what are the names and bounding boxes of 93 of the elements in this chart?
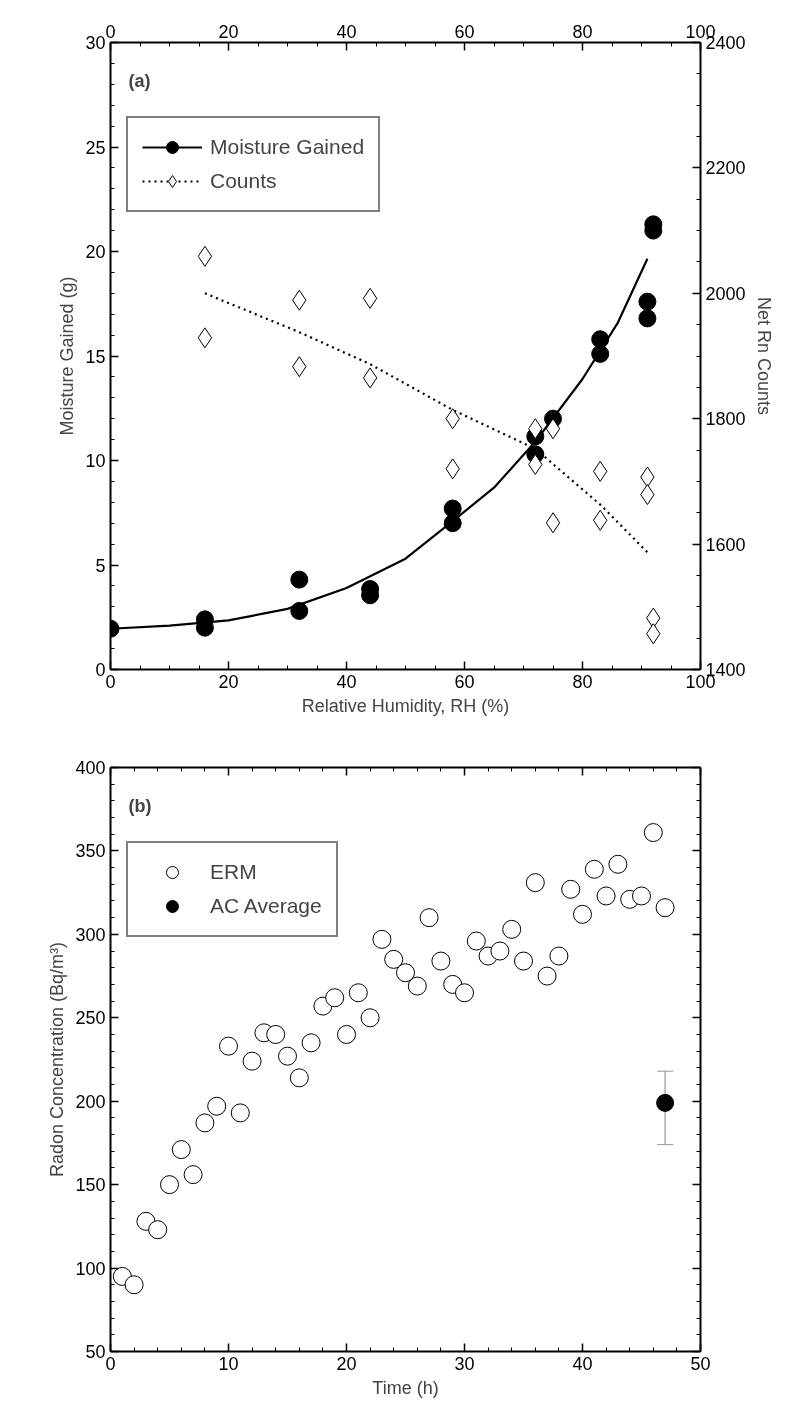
point (573, 904, 592, 924)
point (525, 873, 545, 893)
y2-tick-label: 2200 (705, 158, 746, 179)
point (197, 245, 213, 267)
point (514, 951, 533, 971)
y-axis-title: Radon Concentration (Bq/m³) (47, 941, 68, 1178)
point (407, 976, 427, 996)
point (148, 1220, 168, 1240)
point (537, 966, 557, 986)
point (289, 1068, 309, 1088)
legend-label: ERM (210, 860, 257, 884)
x-axis-title: Relative Humidity, RH (%) (301, 695, 510, 716)
point (443, 499, 462, 518)
x-tick-label: 30 (454, 1353, 475, 1374)
point (195, 1113, 215, 1133)
y-tick-label: 150 (75, 1175, 106, 1196)
point (655, 898, 675, 918)
point (638, 292, 657, 311)
point (266, 1024, 286, 1044)
point (596, 886, 616, 906)
point (290, 570, 309, 589)
point (337, 1024, 356, 1044)
y-tick-label: 25 (85, 137, 106, 158)
point (124, 1275, 144, 1295)
point (549, 946, 569, 966)
x-tick-label: 80 (572, 21, 593, 42)
y2-tick-label: 2000 (705, 283, 746, 304)
y-tick-label: 400 (75, 758, 106, 778)
y2-tick-label: 1600 (705, 534, 746, 555)
x-tick-label: 20 (218, 21, 239, 42)
point (171, 1140, 191, 1160)
x2-tick-label: 60 (454, 671, 475, 692)
point (632, 886, 651, 906)
x-tick-label: 10 (218, 1353, 239, 1374)
point (545, 418, 561, 440)
point (348, 983, 368, 1003)
y-tick-label: 20 (85, 242, 106, 262)
point (230, 1103, 250, 1123)
point (466, 931, 486, 951)
point (242, 1051, 262, 1071)
point (561, 879, 581, 899)
y2-tick-label: 1800 (705, 409, 746, 430)
x-axis-title: Time (h) (372, 1377, 439, 1398)
point (278, 1046, 297, 1066)
point (372, 929, 392, 949)
point (362, 367, 378, 389)
y-tick-label: 0 (95, 660, 106, 680)
x2-tick-label: 40 (336, 671, 357, 692)
y-axis-title: Moisture Gained (g) (57, 276, 78, 436)
y-tick-label: 10 (85, 451, 106, 471)
point (160, 1175, 179, 1195)
point (197, 327, 213, 349)
y-tick-label: 100 (75, 1258, 106, 1279)
point (643, 823, 663, 843)
point (656, 1093, 675, 1112)
x-tick-label: 40 (572, 1353, 593, 1374)
x-tick-label: 50 (690, 1353, 711, 1374)
y-tick-label: 250 (75, 1008, 106, 1029)
y-tick-label: 5 (95, 555, 106, 576)
point (219, 1036, 238, 1056)
point (431, 951, 451, 971)
y2-axis-title: Net Rn Counts (753, 296, 774, 416)
point (362, 287, 378, 309)
x-tick-label: 40 (336, 21, 357, 42)
point (502, 919, 522, 939)
point (325, 988, 345, 1008)
point (301, 1033, 321, 1053)
legend-label: Moisture Gained (210, 135, 365, 159)
point (455, 983, 474, 1003)
y-tick-label: 200 (75, 1091, 106, 1112)
point (183, 1165, 203, 1185)
point (290, 602, 309, 620)
y-tick-label: 15 (85, 346, 106, 367)
x-tick-label: 20 (336, 1353, 357, 1374)
point (584, 859, 604, 879)
point (360, 1008, 380, 1028)
point (207, 1096, 227, 1116)
point (396, 963, 415, 983)
annotation: (a) (128, 70, 151, 91)
point (608, 854, 628, 874)
point (490, 941, 510, 961)
x2-tick-label: 20 (218, 671, 239, 692)
x2-tick-label: 80 (572, 671, 593, 692)
point (419, 908, 439, 928)
y-tick-label: 350 (75, 841, 106, 862)
point (545, 512, 561, 534)
y-tick-label: 300 (75, 924, 106, 945)
legend-label: AC Average (210, 894, 322, 918)
point (638, 309, 657, 328)
point (384, 949, 404, 969)
x-tick-label: 60 (454, 21, 475, 42)
legend-label: Counts (210, 169, 277, 193)
annotation: (b) (128, 795, 152, 816)
